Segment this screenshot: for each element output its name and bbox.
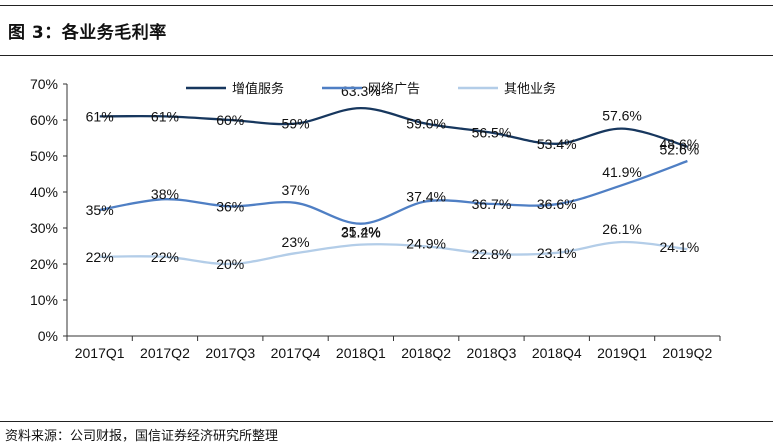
data-label: 48.6% [659, 136, 699, 152]
legend-label: 网络广告 [368, 81, 420, 96]
y-tick-label: 70% [30, 76, 58, 92]
data-label: 38% [151, 186, 179, 202]
data-label: 52.6% [659, 142, 699, 158]
x-tick-label: 2017Q2 [140, 345, 190, 361]
y-tick-label: 50% [30, 148, 58, 164]
y-tick-label: 20% [30, 256, 58, 272]
data-label: 57.6% [602, 108, 642, 124]
data-label: 60% [216, 112, 244, 128]
y-tick-label: 40% [30, 184, 58, 200]
y-tick-label: 60% [30, 112, 58, 128]
data-label: 24.1% [659, 239, 699, 255]
data-label: 36.6% [537, 196, 577, 212]
x-tick-label: 2019Q2 [662, 345, 712, 361]
x-tick-label: 2018Q2 [401, 345, 451, 361]
data-label: 22% [86, 249, 114, 265]
x-tick-label: 2018Q1 [336, 345, 386, 361]
data-label: 59.0% [406, 116, 446, 132]
line-chart: 0% 10% 20% 30% 40% 50% 60% 70% 2017Q1 2017Q2 2017Q… [30, 76, 721, 361]
data-label: 41.9% [602, 164, 642, 180]
data-label: 23% [282, 234, 310, 250]
data-label: 37.4% [406, 188, 446, 204]
x-tick-label: 2018Q3 [467, 345, 517, 361]
data-label: 31.2% [341, 225, 381, 241]
y-tick-label: 10% [30, 292, 58, 308]
y-tick-label: 30% [30, 220, 58, 236]
y-tick-label: 0% [38, 328, 58, 344]
data-label: 59% [282, 116, 310, 132]
legend-label: 其他业务 [504, 81, 556, 96]
series-line-3 [99, 240, 688, 266]
title-rule [0, 55, 773, 56]
data-label: 35% [86, 202, 114, 218]
data-label: 24.9% [406, 235, 446, 251]
top-rule [0, 5, 773, 6]
data-label: 23.1% [537, 245, 577, 261]
x-tick-label: 2018Q4 [532, 345, 582, 361]
x-tick-label: 2017Q3 [205, 345, 255, 361]
data-label: 25.4% [341, 224, 381, 240]
series-line-2 [99, 159, 688, 225]
data-label: 56.5% [472, 125, 512, 141]
x-tick-label: 2017Q4 [271, 345, 321, 361]
data-label: 61% [151, 108, 179, 124]
data-label: 20% [216, 256, 244, 272]
data-label: 22% [151, 249, 179, 265]
data-label: 61% [86, 108, 114, 124]
bottom-rule [0, 421, 773, 422]
data-label: 26.1% [602, 221, 642, 237]
x-tick-label: 2017Q1 [75, 345, 125, 361]
data-label: 36.7% [472, 196, 512, 212]
x-tick-label: 2019Q1 [597, 345, 647, 361]
data-label: 37% [282, 182, 310, 198]
data-label: 53.4% [537, 136, 577, 152]
legend-label: 增值服务 [232, 81, 284, 96]
series-line-1 [99, 106, 688, 148]
data-label: 22.8% [472, 246, 512, 262]
source-note: 资料来源：公司财报，国信证券经济研究所整理 [5, 429, 279, 444]
figure-title: 图 3：各业务毛利率 [8, 23, 167, 43]
data-label: 36% [216, 198, 244, 214]
